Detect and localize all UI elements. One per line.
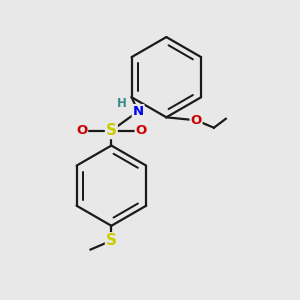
Text: O: O <box>76 124 87 137</box>
Text: O: O <box>190 114 202 127</box>
Text: N: N <box>133 105 144 118</box>
Text: O: O <box>136 124 147 137</box>
Text: S: S <box>106 233 117 248</box>
Text: H: H <box>117 98 127 110</box>
Text: S: S <box>106 123 117 138</box>
